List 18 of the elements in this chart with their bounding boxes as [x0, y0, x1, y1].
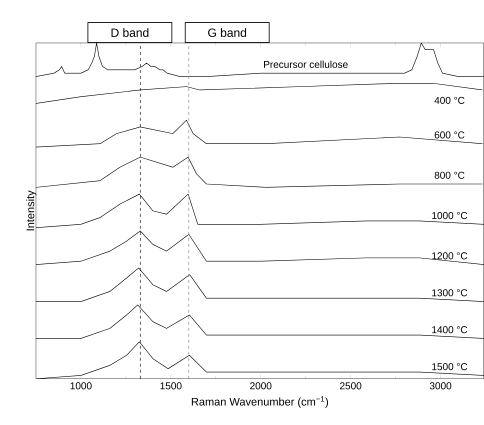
series-label: 1300 °C [432, 289, 468, 296]
ref-line-label: D band [112, 28, 148, 38]
x-tick-label: 1000 [70, 382, 92, 390]
series-label: 1500 °C [432, 363, 468, 370]
x-axis-title: Raman Wavenumber (cm$^{−1}$) [192, 396, 328, 408]
ref-line-label: G band [208, 28, 246, 38]
series-label: 1000 °C [432, 212, 468, 220]
series-label: Precursor cellulose [264, 60, 348, 68]
x-tick-label: 1500 [160, 382, 182, 390]
series-label: 1400 °C [432, 326, 468, 334]
x-tick-label: 3000 [430, 382, 452, 390]
y-axis-title: Intensity [26, 190, 36, 230]
series-label: 400 °C [434, 96, 464, 104]
x-tick-label: 2000 [250, 382, 272, 390]
x-tick-label: 2500 [340, 382, 362, 390]
series-label: 600 °C [434, 132, 464, 139]
series-label: 1200 °C [432, 252, 468, 260]
series-label: 800 °C [434, 172, 464, 179]
